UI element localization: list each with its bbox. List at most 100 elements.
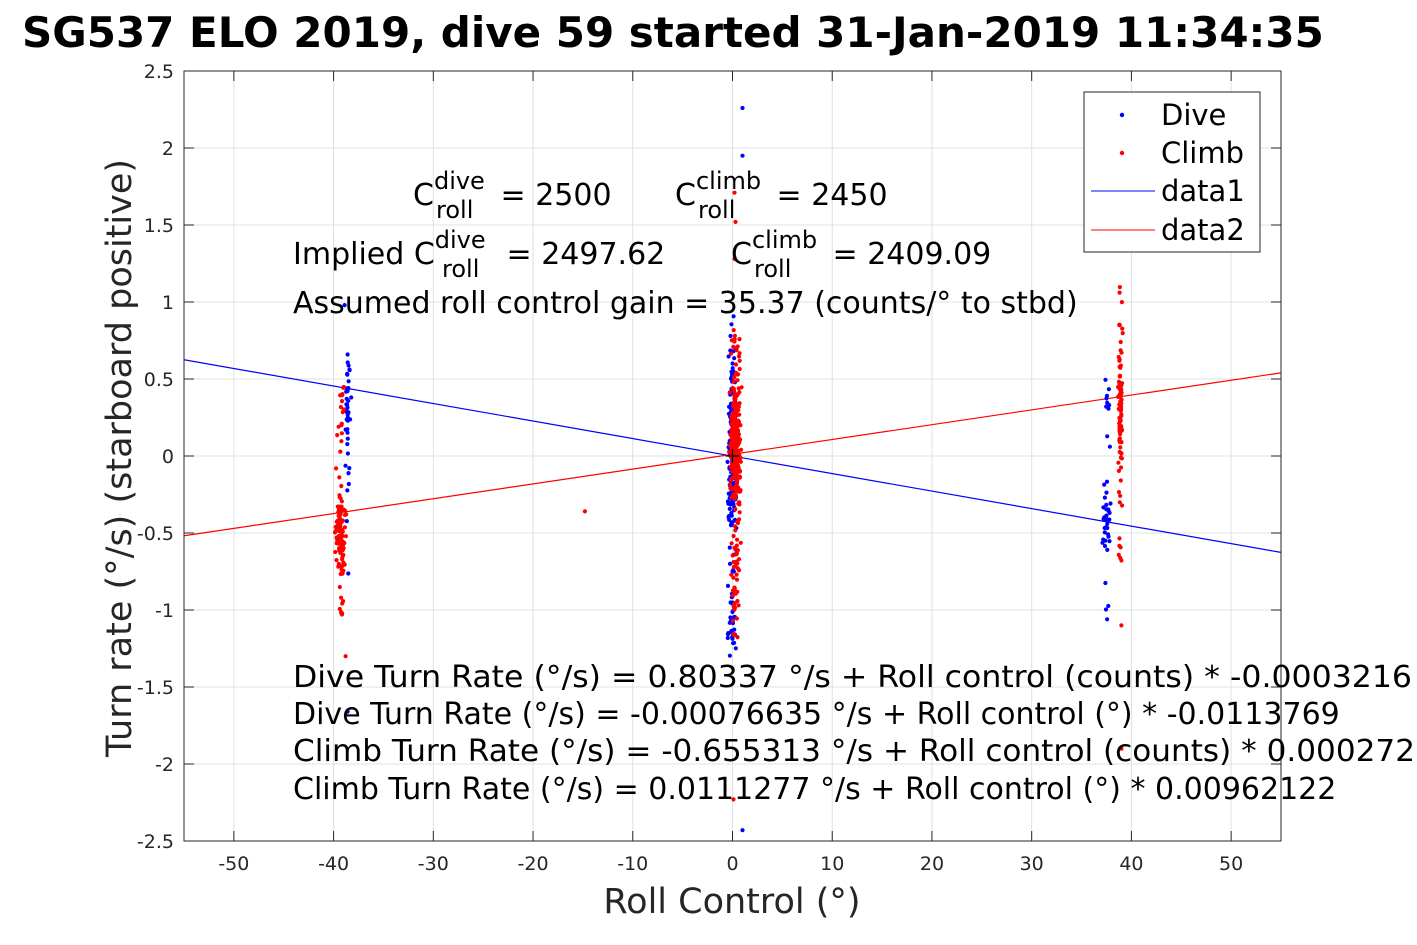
climb-point [737,510,742,515]
climb-point [737,401,742,406]
y-tick-label: 2.5 [144,61,174,83]
c-roll-climb-tail: = 2450 [767,178,888,213]
climb-point [582,509,588,514]
x-tick-label: 20 [920,853,944,875]
dive-point [730,361,735,366]
dive-point [732,640,737,645]
climb-point [731,575,736,580]
climb-point [733,591,738,596]
climb-point [727,390,732,395]
climb-point [1120,326,1125,331]
dive-point [343,427,348,432]
c-roll-climb-base: C [675,178,696,213]
climb-point [737,412,742,417]
climb-point [343,534,348,539]
climb-point [732,415,737,421]
dive-point [1106,517,1111,523]
climb-point [733,362,739,367]
climb-point [1119,746,1124,751]
climb-point [733,507,738,512]
climb-point [333,549,338,555]
climb-point [338,534,343,539]
dive-point [1100,540,1105,545]
dive-point [345,388,350,394]
dive-point [1107,403,1112,408]
dive-point [1103,377,1108,382]
climb-point [339,439,344,444]
climb-point [1119,300,1124,305]
axis-ticks [184,70,1281,842]
implied-dive-tail: = 2497.62 [497,237,665,272]
climb-point [733,219,738,224]
climb-point [734,489,739,494]
climb-point [1118,365,1123,370]
y-tick-label: -0.5 [137,523,174,545]
climb-point [1117,536,1122,541]
implied-dive-annotation: Implied Cdive roll = 2497.62 [293,226,665,283]
climb-point [335,433,340,438]
x-tick-label: 50 [1219,853,1243,875]
climb-point [337,495,342,500]
dive-point [345,352,350,357]
climb-point [732,422,737,427]
climb-point [1117,358,1122,363]
dive-point [1104,502,1109,507]
climb-point [734,345,739,351]
climb-point [339,611,344,616]
climb-point [732,473,737,478]
climb-point [728,351,734,356]
climb-point [738,488,743,493]
dive-point [1107,539,1112,544]
climb-point [732,601,737,606]
dive-point [1104,514,1109,519]
dive-point [727,404,732,409]
dive-point [344,396,349,401]
dive-point [725,583,731,589]
y-tick-label: 0.5 [144,369,174,391]
dive-point [349,395,354,400]
climb-point [732,375,737,380]
climb-point [1117,418,1122,423]
climb-point [733,397,738,402]
climb-point [341,385,346,390]
climb-point [337,475,342,480]
dive-point [345,430,350,435]
climb-point [1118,432,1123,437]
climb-point [338,449,343,454]
dive-point [729,322,734,327]
climb-point [334,466,339,471]
climb-point [1116,490,1122,495]
climb-point [340,568,345,573]
dive-point [730,366,735,371]
climb-point [737,469,742,474]
c-roll-dive-base: C [413,178,434,213]
tick-labels: -50 -40 -30 -20 -10 0 10 20 30 40 50-2.5-2-1.5-1-0… [137,61,1243,875]
implied-climb-tail: = 2409.09 [823,237,991,272]
climb-point [342,508,347,513]
climb-point [341,599,346,604]
climb-point [739,385,744,390]
climb-point [735,372,740,377]
climb-point [733,465,738,470]
dive-point [342,303,347,308]
x-tick-label: 10 [820,853,844,875]
x-tick-label: -20 [518,853,549,875]
climb-point [736,501,741,506]
climb-point [1119,424,1124,429]
climb-point [735,537,740,542]
climb-point [1118,339,1123,345]
dive-point [346,471,351,476]
x-tick-label: 30 [1020,853,1044,875]
chart-title: SG537 ELO 2019, dive 59 started 31-Jan-2… [22,8,1324,57]
dive-point [346,379,351,384]
dive-point [740,153,745,158]
y-tick-label: 1.5 [144,215,174,237]
dive-point [347,466,352,471]
climb-point [734,412,739,417]
x-tick-label: -10 [617,853,648,875]
climb-point [1117,323,1122,328]
dive-point [731,568,736,573]
climb-point [1117,285,1122,290]
climb-point [734,616,740,621]
dive-point [346,481,351,487]
